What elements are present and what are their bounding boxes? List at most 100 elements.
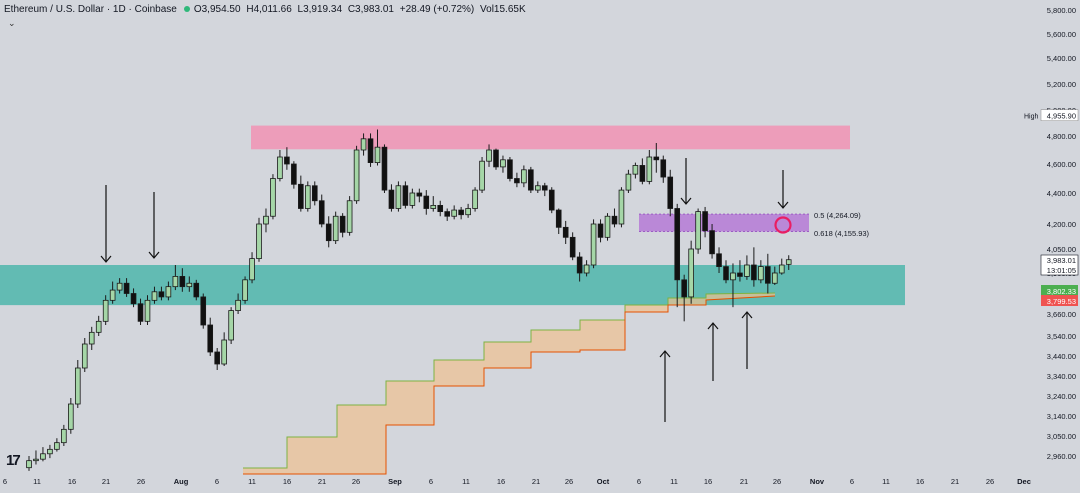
candle bbox=[541, 182, 548, 197]
candle-body bbox=[716, 253, 722, 268]
candle bbox=[40, 447, 46, 462]
candle bbox=[263, 208, 269, 233]
x-axis-tick-label: 6 bbox=[215, 477, 219, 486]
candle bbox=[81, 338, 88, 372]
candle-body bbox=[618, 189, 625, 225]
candle-body bbox=[249, 258, 255, 281]
candle bbox=[765, 253, 771, 294]
candle-body bbox=[346, 200, 353, 233]
candle bbox=[444, 208, 450, 221]
y-axis-tick-label: 3,540.00 bbox=[1047, 332, 1076, 341]
candle bbox=[521, 165, 527, 188]
candle bbox=[346, 196, 353, 236]
candle bbox=[730, 263, 736, 308]
candle-body bbox=[555, 209, 562, 228]
candle bbox=[381, 144, 388, 193]
candle-body bbox=[193, 282, 200, 298]
x-axis-tick-label: 26 bbox=[986, 477, 994, 486]
candle-body bbox=[548, 189, 555, 211]
candle-body bbox=[681, 279, 687, 298]
candle bbox=[26, 456, 32, 471]
down-arrow-icon bbox=[777, 170, 789, 209]
candle bbox=[486, 144, 492, 167]
candle-body bbox=[472, 189, 478, 209]
candle bbox=[416, 188, 423, 203]
candle-body bbox=[256, 223, 262, 259]
candle-body bbox=[765, 266, 771, 284]
x-axis-tick-label: 16 bbox=[704, 477, 712, 486]
candle-body bbox=[535, 185, 541, 191]
candle bbox=[639, 158, 646, 185]
cloud-lower-line bbox=[243, 295, 776, 475]
candle bbox=[451, 205, 457, 220]
candle bbox=[723, 260, 729, 284]
candle bbox=[61, 424, 67, 446]
candle-body bbox=[695, 211, 701, 250]
candle bbox=[737, 260, 743, 282]
candle bbox=[186, 276, 193, 292]
symbol-header: Ethereum / U.S. Dollar · 1D · Coinbase O3… bbox=[4, 4, 529, 15]
symbol-title[interactable]: Ethereum / U.S. Dollar · 1D · Coinbase bbox=[4, 4, 177, 15]
candle-body bbox=[521, 169, 527, 184]
candle-body bbox=[200, 296, 207, 326]
candle bbox=[681, 274, 687, 322]
candle-body bbox=[611, 215, 618, 225]
target-circle-icon bbox=[774, 216, 792, 234]
candle bbox=[604, 213, 611, 241]
x-axis-tick-label: 16 bbox=[497, 477, 505, 486]
y-axis-tick-label: 4,400.00 bbox=[1047, 189, 1076, 198]
candle-body bbox=[688, 248, 694, 298]
candle bbox=[228, 307, 234, 344]
high-tag-label: High bbox=[1024, 114, 1039, 121]
candle-body bbox=[68, 403, 74, 430]
candle-body bbox=[500, 159, 506, 168]
green-price-badge bbox=[1041, 285, 1078, 296]
candle-body bbox=[214, 351, 220, 365]
fib-0-5-label: 0.5 (4,264.09) bbox=[814, 211, 861, 220]
y-axis-tick-label: 3,140.00 bbox=[1047, 412, 1076, 421]
y-axis-tick-label: 3,660.00 bbox=[1047, 310, 1076, 319]
candle bbox=[214, 348, 220, 370]
candle-body bbox=[723, 266, 729, 281]
candle bbox=[778, 258, 785, 275]
candle bbox=[221, 332, 227, 366]
candle bbox=[785, 255, 792, 270]
candle-body bbox=[74, 367, 81, 405]
fib-0-618-label: 0.618 (4,155.93) bbox=[814, 229, 870, 238]
candle bbox=[493, 148, 499, 170]
collapse-chevron-icon[interactable]: ⌄ bbox=[8, 18, 16, 28]
candle bbox=[367, 133, 374, 167]
candle-body bbox=[61, 428, 67, 444]
candle bbox=[430, 196, 437, 212]
candle bbox=[151, 286, 158, 304]
candle bbox=[158, 286, 165, 301]
x-axis-tick-label: 11 bbox=[670, 477, 678, 486]
candle-body bbox=[409, 192, 416, 206]
cloud-band bbox=[243, 293, 775, 474]
candle-body bbox=[632, 165, 639, 175]
down-arrow-icon bbox=[148, 192, 160, 259]
candle bbox=[409, 188, 416, 209]
candle bbox=[674, 203, 681, 308]
candle bbox=[144, 295, 151, 325]
candle-body bbox=[40, 453, 46, 460]
candle-body bbox=[325, 223, 332, 242]
candle-body bbox=[437, 204, 444, 212]
up-arrow-icon bbox=[659, 350, 671, 422]
candle bbox=[646, 150, 653, 185]
candle bbox=[200, 293, 207, 329]
candle bbox=[123, 278, 130, 297]
candle-body bbox=[486, 149, 492, 162]
candle-body bbox=[451, 209, 457, 217]
candle bbox=[744, 255, 750, 280]
candle bbox=[751, 247, 757, 287]
candle-body bbox=[318, 200, 325, 225]
candle bbox=[249, 252, 255, 284]
candle bbox=[256, 217, 262, 262]
candle-body bbox=[144, 299, 151, 322]
candle-body bbox=[778, 264, 785, 274]
candle bbox=[528, 166, 534, 193]
candle-body bbox=[374, 146, 381, 163]
